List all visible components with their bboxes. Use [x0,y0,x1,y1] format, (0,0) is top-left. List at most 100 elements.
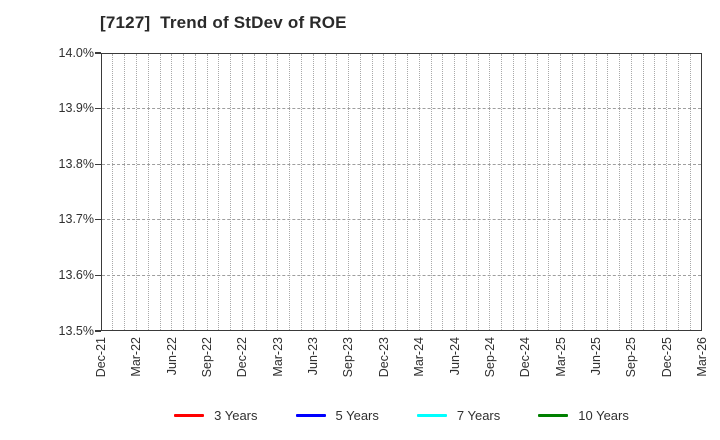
legend-line-swatch [538,413,569,417]
vertical-gridline [359,54,361,330]
vertical-gridline [571,54,573,330]
vertical-gridline [112,54,114,330]
vertical-gridline [336,54,338,330]
y-tick-mark [95,219,101,221]
vertical-gridline [348,54,350,330]
vertical-gridline [289,54,291,330]
x-tick-label: Mar-22 [129,337,144,377]
y-tick-label: 13.7% [58,212,94,227]
vertical-gridline [666,54,668,330]
vertical-gridline [454,54,456,330]
y-tick-label: 14.0% [58,45,94,60]
horizontal-gridline [102,108,701,110]
vertical-gridline [312,54,314,330]
vertical-gridline [124,54,126,330]
vertical-gridline [159,54,161,330]
vertical-gridline [501,54,503,330]
vertical-gridline [206,54,208,330]
vertical-gridline [183,54,185,330]
vertical-gridline [135,54,137,330]
legend-item: 7 Years [416,407,501,423]
x-tick-label: Mar-23 [270,337,285,377]
vertical-gridline [536,54,538,330]
legend-label: 5 Years [335,407,379,423]
y-tick-label: 13.9% [58,101,94,116]
x-tick-label: Sep-23 [341,337,356,378]
x-tick-label: Dec-23 [376,337,391,378]
x-tick-label: Dec-24 [518,337,533,378]
x-tick-label: Jun-22 [164,337,179,376]
vertical-gridline [371,54,373,330]
vertical-gridline [595,54,597,330]
vertical-gridline [477,54,479,330]
vertical-gridline [253,54,255,330]
y-tick-label: 13.8% [58,156,94,171]
vertical-gridline [583,54,585,330]
x-tick-label: Sep-24 [482,337,497,378]
x-tick-label: Dec-22 [235,337,250,378]
chart-title: [7127] Trend of StDev of ROE [100,13,347,32]
legend-label: 10 Years [578,407,629,423]
vertical-gridline [630,54,632,330]
x-tick-label: Sep-25 [624,337,639,378]
vertical-gridline [230,54,232,330]
vertical-gridline [324,54,326,330]
vertical-gridline [265,54,267,330]
legend-line-swatch [174,413,205,417]
vertical-gridline [642,54,644,330]
plot-area [101,53,702,331]
x-tick-label: Jun-23 [306,337,321,376]
vertical-gridline [430,54,432,330]
horizontal-gridline [102,163,701,165]
vertical-gridline [194,54,196,330]
legend-item: 3 Years [174,407,258,423]
vertical-gridline [678,54,680,330]
legend-label: 7 Years [456,407,501,423]
y-tick-mark [95,274,101,277]
horizontal-gridline [102,275,701,276]
x-tick-label: Dec-25 [659,337,674,378]
vertical-gridline [277,54,279,330]
vertical-gridline [513,54,515,330]
y-tick-mark [95,52,101,54]
vertical-gridline [689,54,691,330]
x-tick-label: Jun-25 [588,337,603,376]
vertical-gridline [218,54,220,330]
y-tick-label: 13.5% [58,323,94,338]
vertical-gridline [560,54,562,330]
vertical-gridline [465,54,467,330]
legend-line-swatch [416,413,447,417]
legend: 3 Years 5 Years 7 Years 10 Years [101,404,702,426]
legend-item: 5 Years [295,407,379,423]
vertical-gridline [442,54,444,330]
vertical-gridline [300,54,302,330]
legend-item: 10 Years [538,408,629,423]
y-tick-label: 13.6% [58,267,94,282]
y-tick-mark [95,330,101,332]
vertical-gridline [242,54,243,330]
vertical-gridline [548,54,550,330]
vertical-gridline [619,54,621,330]
x-tick-label: Mar-24 [412,337,427,377]
vertical-gridline [383,54,385,330]
vertical-gridline [607,54,609,330]
vertical-gridline [524,54,526,330]
legend-label: 3 Years [214,407,258,423]
x-tick-label: Sep-22 [200,337,215,378]
x-tick-label: Dec-21 [94,337,108,378]
x-tick-label: Jun-24 [447,337,462,376]
y-tick-mark [95,163,101,165]
vertical-gridline [406,54,408,330]
vertical-gridline [395,54,397,330]
x-tick-label: Mar-25 [553,337,568,377]
vertical-gridline [147,54,149,330]
vertical-gridline [654,54,656,330]
legend-line-swatch [295,413,326,417]
y-tick-mark [95,107,101,110]
x-tick-label: Mar-26 [695,337,709,377]
vertical-gridline [489,54,491,330]
vertical-gridline [171,54,173,330]
vertical-gridline [418,54,420,330]
horizontal-gridline [102,219,701,221]
